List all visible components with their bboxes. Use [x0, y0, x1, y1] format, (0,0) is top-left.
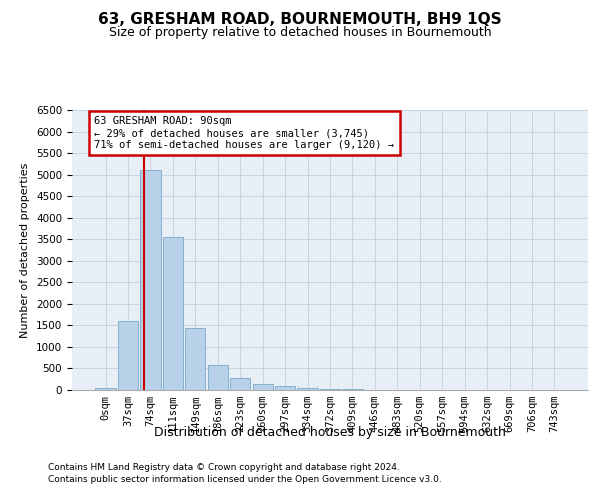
Text: Contains public sector information licensed under the Open Government Licence v3: Contains public sector information licen…	[48, 475, 442, 484]
Y-axis label: Number of detached properties: Number of detached properties	[20, 162, 31, 338]
Bar	[95, 388, 116, 390]
Bar	[140, 170, 161, 390]
Text: Size of property relative to detached houses in Bournemouth: Size of property relative to detached ho…	[109, 26, 491, 39]
Bar	[253, 384, 273, 390]
Bar	[230, 378, 250, 390]
Bar	[118, 321, 138, 390]
Text: 63, GRESHAM ROAD, BOURNEMOUTH, BH9 1QS: 63, GRESHAM ROAD, BOURNEMOUTH, BH9 1QS	[98, 12, 502, 28]
Bar	[208, 364, 228, 390]
Bar	[298, 388, 317, 390]
Bar	[163, 236, 183, 390]
Bar	[320, 388, 340, 390]
Text: Distribution of detached houses by size in Bournemouth: Distribution of detached houses by size …	[154, 426, 506, 439]
Bar	[275, 386, 295, 390]
Text: Contains HM Land Registry data © Crown copyright and database right 2024.: Contains HM Land Registry data © Crown c…	[48, 464, 400, 472]
Text: 63 GRESHAM ROAD: 90sqm
← 29% of detached houses are smaller (3,745)
71% of semi-: 63 GRESHAM ROAD: 90sqm ← 29% of detached…	[94, 116, 394, 150]
Bar	[185, 328, 205, 390]
Bar	[343, 389, 362, 390]
